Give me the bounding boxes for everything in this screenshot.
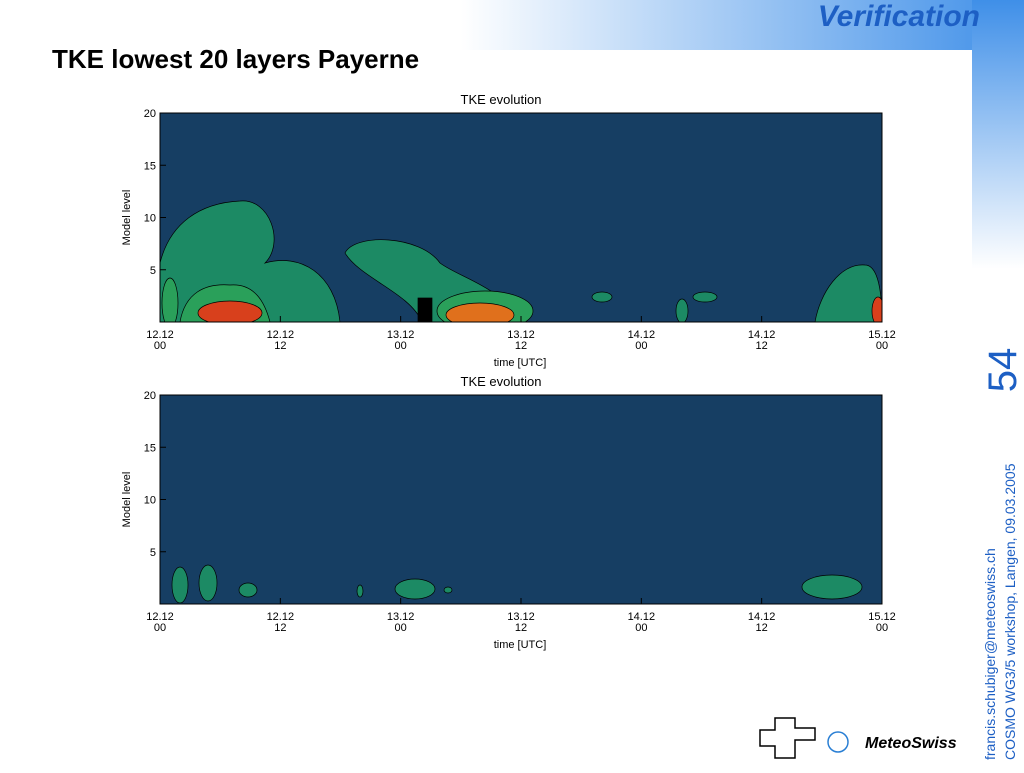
x-tick-label: 14.12 <box>628 329 656 341</box>
footer-event: COSMO WG3/5 workshop, Langen, 09.03.2005 <box>1002 463 1018 760</box>
y-axis-label: Model level <box>121 472 133 528</box>
x-tick-label: 12.12 <box>267 329 295 341</box>
chart-title: TKE evolution <box>461 92 542 107</box>
contours <box>160 200 882 322</box>
contour-region <box>591 291 613 303</box>
contour-region <box>871 296 882 322</box>
x-axis-label: time [UTC] <box>494 639 547 651</box>
side-band <box>972 0 1024 768</box>
x-tick-label: 12 <box>756 340 768 352</box>
logo-icon <box>759 717 849 759</box>
x-tick-label: 00 <box>876 622 888 634</box>
y-tick-label: 15 <box>144 160 156 172</box>
chart-title: TKE evolution <box>461 374 542 389</box>
x-tick-label: 12 <box>274 340 286 352</box>
y-tick-label: 20 <box>144 108 156 120</box>
plot-area <box>160 395 882 604</box>
x-tick-label: 12 <box>274 622 286 634</box>
x-tick-label: 00 <box>395 340 407 352</box>
x-tick-label: 00 <box>635 622 647 634</box>
x-tick-label: 12 <box>756 622 768 634</box>
x-tick-label: 14.12 <box>748 611 776 623</box>
x-tick-label: 00 <box>395 622 407 634</box>
y-tick-label: 5 <box>150 265 156 277</box>
x-tick-label: 00 <box>635 340 647 352</box>
contour-region <box>675 298 689 322</box>
x-tick-label: 12.12 <box>146 611 174 623</box>
y-tick-label: 20 <box>144 390 156 402</box>
y-tick-label: 10 <box>144 213 156 225</box>
x-tick-label: 15.12 <box>868 611 896 623</box>
contour-region <box>171 566 189 603</box>
x-tick-label: 00 <box>154 340 166 352</box>
x-tick-label: 14.12 <box>628 611 656 623</box>
y-axis-label: Model level <box>121 190 133 246</box>
contour-region <box>443 586 453 594</box>
y-tick-label: 5 <box>150 547 156 559</box>
x-tick-label: 13.12 <box>387 329 415 341</box>
page-number: 54 <box>981 348 1024 393</box>
header-band <box>0 0 1024 50</box>
contour-region <box>814 264 882 322</box>
contour-region <box>356 584 364 598</box>
y-tick-label: 10 <box>144 495 156 507</box>
x-axis-label: time [UTC] <box>494 357 547 369</box>
contour-region <box>197 300 263 322</box>
x-tick-label: 00 <box>154 622 166 634</box>
contour-region <box>801 574 863 600</box>
x-tick-label: 13.12 <box>507 611 535 623</box>
x-tick-label: 14.12 <box>748 329 776 341</box>
x-tick-label: 13.12 <box>507 329 535 341</box>
contours <box>171 564 863 603</box>
y-tick-label: 15 <box>144 442 156 454</box>
logo-text: MeteoSwiss <box>865 735 957 752</box>
x-tick-label: 12 <box>515 622 527 634</box>
contour-region <box>394 578 436 600</box>
x-tick-label: 12.12 <box>267 611 295 623</box>
x-tick-label: 00 <box>876 340 888 352</box>
header: Verification <box>818 0 980 33</box>
slide-title: TKE lowest 20 layers Payerne <box>52 44 419 74</box>
x-tick-label: 13.12 <box>387 611 415 623</box>
contour-region <box>692 291 718 303</box>
contour-region <box>198 564 218 602</box>
x-tick-label: 12.12 <box>146 329 174 341</box>
contour-region <box>417 297 433 322</box>
contour-region <box>161 277 179 322</box>
contour-region <box>238 582 258 598</box>
x-tick-label: 15.12 <box>868 329 896 341</box>
footer-email: francis.schubiger@meteoswiss.ch <box>982 548 998 760</box>
x-tick-label: 12 <box>515 340 527 352</box>
contour-region <box>445 302 515 322</box>
